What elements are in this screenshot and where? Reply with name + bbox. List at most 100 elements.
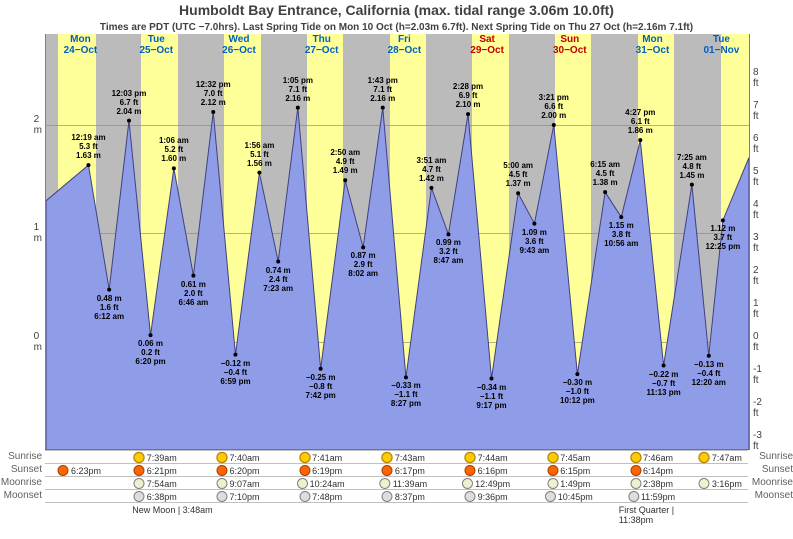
astro-moonrise: 10:24am bbox=[297, 478, 345, 489]
astro-time: 6:17pm bbox=[395, 466, 425, 476]
astro-time: 8:37pm bbox=[395, 492, 425, 502]
tide-point bbox=[149, 333, 153, 337]
astro-moonset: 9:36pm bbox=[465, 491, 508, 502]
astro-time: 7:46am bbox=[643, 453, 673, 463]
sunset-icon bbox=[134, 465, 145, 476]
sunset-icon bbox=[382, 465, 393, 476]
ylabel-ft: 5 ft bbox=[749, 166, 759, 188]
sunset-icon bbox=[630, 465, 641, 476]
astro-sunrise: 7:47am bbox=[699, 452, 742, 463]
tide-label: −0.12 m−0.4 ft6:59 pm bbox=[220, 359, 250, 386]
ylabel-ft: 4 ft bbox=[749, 199, 759, 221]
astro-divider bbox=[45, 489, 748, 490]
tide-point bbox=[490, 377, 494, 381]
tide-label: 5:00 am4.5 ft1.37 m bbox=[503, 161, 533, 188]
astro-time: 7:40am bbox=[229, 453, 259, 463]
tide-label: 3:51 am4.7 ft1.42 m bbox=[417, 156, 447, 183]
tide-label: −0.25 m−0.8 ft7:42 pm bbox=[306, 373, 336, 400]
tide-point bbox=[211, 110, 215, 114]
astro-row-label: Sunrise bbox=[759, 451, 793, 462]
astro-moonset: 6:38pm bbox=[134, 491, 177, 502]
astro-divider bbox=[45, 450, 748, 451]
astro-time: 10:45pm bbox=[558, 492, 593, 502]
astro-row-label: Moonset bbox=[0, 490, 42, 501]
astro-time: 6:20pm bbox=[229, 466, 259, 476]
tide-point bbox=[257, 171, 261, 175]
ylabel-ft: -2 ft bbox=[749, 397, 762, 419]
astro-time: 6:23pm bbox=[71, 466, 101, 476]
tide-label: 4:27 pm6.1 ft1.86 m bbox=[625, 108, 655, 135]
astro-time: 7:54am bbox=[147, 479, 177, 489]
moonrise-icon bbox=[699, 478, 710, 489]
sunrise-icon bbox=[134, 452, 145, 463]
tide-label: −0.22 m−0.7 ft11:13 pm bbox=[646, 370, 680, 397]
sunset-icon bbox=[58, 465, 69, 476]
moon-phase-label: First Quarter | 11:38pm bbox=[619, 505, 705, 525]
tide-label: 3:21 pm6.6 ft2.00 m bbox=[539, 93, 569, 120]
astro-time: 7:44am bbox=[478, 453, 508, 463]
tide-label: 1.09 m3.6 ft9:43 am bbox=[519, 228, 549, 255]
moonset-icon bbox=[545, 491, 556, 502]
moonset-icon bbox=[216, 491, 227, 502]
tide-label: 1:05 pm7.1 ft2.16 m bbox=[283, 76, 313, 103]
moonset-icon bbox=[299, 491, 310, 502]
moonrise-icon bbox=[462, 478, 473, 489]
tide-label: 0.06 m0.2 ft6:20 pm bbox=[135, 339, 165, 366]
tide-point bbox=[638, 138, 642, 142]
tide-point bbox=[276, 260, 280, 264]
moonset-icon bbox=[382, 491, 393, 502]
astro-row-label: Moonrise bbox=[0, 477, 42, 488]
astro-time: 11:59pm bbox=[641, 492, 675, 502]
astro-row-label: Moonset bbox=[755, 490, 793, 501]
moonrise-icon bbox=[216, 478, 227, 489]
ylabel-ft: 3 ft bbox=[749, 232, 759, 254]
astro-time: 7:10pm bbox=[229, 492, 259, 502]
astro-moonrise: 7:54am bbox=[134, 478, 177, 489]
sunrise-icon bbox=[216, 452, 227, 463]
tide-label: 0.61 m2.0 ft6:46 am bbox=[178, 280, 208, 307]
astro-time: 7:43am bbox=[395, 453, 425, 463]
astro-sunset: 6:23pm bbox=[58, 465, 101, 476]
tide-point bbox=[662, 364, 666, 368]
ylabel-ft: 8 ft bbox=[749, 67, 759, 89]
tide-label: 0.87 m2.9 ft8:02 am bbox=[348, 251, 378, 278]
tide-point bbox=[127, 119, 131, 123]
moon-phase-label: New Moon | 3:48am bbox=[132, 505, 212, 515]
astro-sunset: 6:14pm bbox=[630, 465, 673, 476]
tide-point bbox=[107, 288, 111, 292]
astro-time: 11:39am bbox=[393, 479, 427, 489]
sunrise-icon bbox=[699, 452, 710, 463]
moonset-icon bbox=[465, 491, 476, 502]
tide-point bbox=[296, 106, 300, 110]
astro-moonset: 7:48pm bbox=[299, 491, 342, 502]
astro-time: 6:15pm bbox=[560, 466, 590, 476]
astro-moonset: 8:37pm bbox=[382, 491, 425, 502]
astro-moonrise: 2:38pm bbox=[630, 478, 673, 489]
tide-label: 1.15 m3.8 ft10:56 am bbox=[604, 221, 638, 248]
astro-moonrise: 9:07am bbox=[216, 478, 259, 489]
tide-label: 6:15 am4.5 ft1.38 m bbox=[590, 160, 620, 187]
ylabel-m: 2 m bbox=[34, 114, 46, 136]
tide-label: −0.30 m−1.0 ft10:12 pm bbox=[560, 378, 595, 405]
astro-time: 7:48pm bbox=[312, 492, 342, 502]
astro-moonset: 7:10pm bbox=[216, 491, 259, 502]
astro-moonset: 11:59pm bbox=[628, 491, 675, 502]
ylabel-ft: 7 ft bbox=[749, 100, 759, 122]
tide-label: 1.12 m3.7 ft12:25 pm bbox=[706, 224, 741, 251]
astro-sunrise: 7:45am bbox=[547, 452, 590, 463]
astro-sunrise: 7:39am bbox=[134, 452, 177, 463]
tide-label: 0.99 m3.2 ft8:47 am bbox=[434, 238, 464, 265]
tide-label: −0.13 m−0.4 ft12:20 am bbox=[692, 360, 726, 387]
astro-time: 3:16pm bbox=[712, 479, 742, 489]
astro-strip: SunriseSunriseSunsetSunsetMoonriseMoonri… bbox=[45, 450, 748, 520]
tide-label: 1:43 pm7.1 ft2.16 m bbox=[368, 76, 398, 103]
sunset-icon bbox=[216, 465, 227, 476]
astro-row-label: Sunrise bbox=[0, 451, 42, 462]
moonrise-icon bbox=[297, 478, 308, 489]
chart-title: Humboldt Bay Entrance, California (max. … bbox=[0, 2, 793, 18]
tide-point bbox=[707, 354, 711, 358]
moonrise-icon bbox=[380, 478, 391, 489]
sunrise-icon bbox=[382, 452, 393, 463]
astro-sunset: 6:15pm bbox=[547, 465, 590, 476]
sunset-icon bbox=[299, 465, 310, 476]
